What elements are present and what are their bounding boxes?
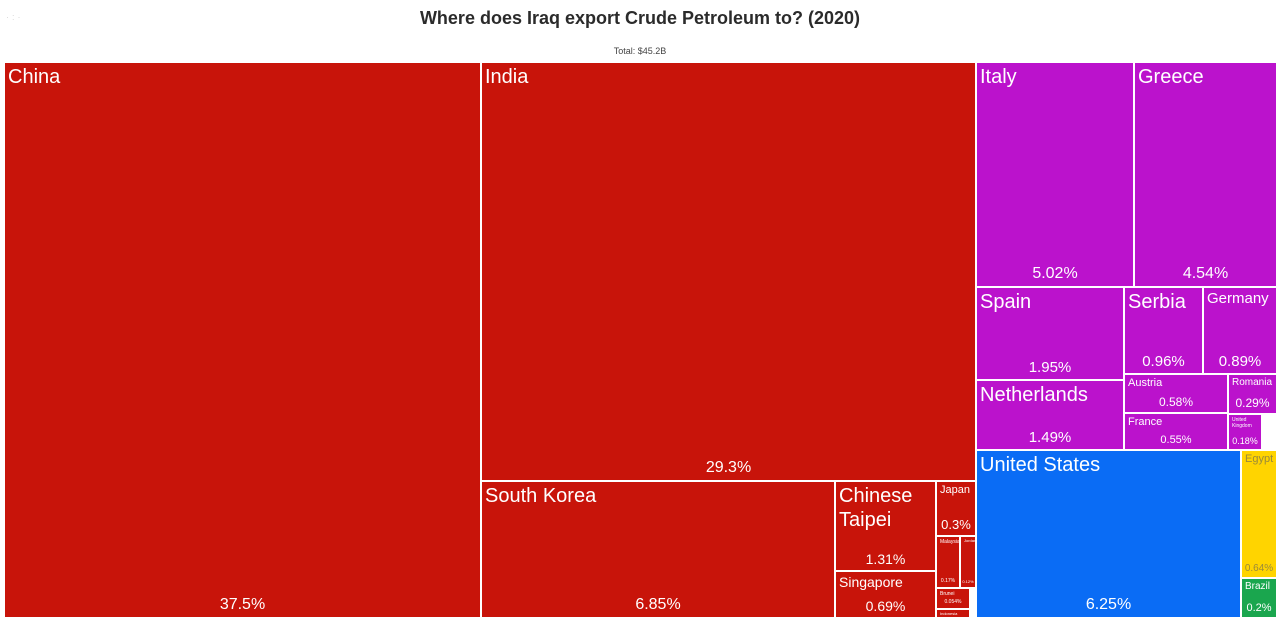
tile-greece[interactable]: Greece 4.54%	[1134, 62, 1277, 287]
tile-spain[interactable]: Spain 1.95%	[976, 287, 1124, 380]
chart-total: Total: $45.2B	[613, 46, 667, 56]
tile-romania[interactable]: Romania 0.29%	[1228, 374, 1277, 414]
tile-egypt[interactable]: Egypt 0.64%	[1241, 450, 1277, 578]
tile-percent: 0.58%	[1158, 395, 1194, 409]
tile-percent: 0.17%	[940, 578, 956, 584]
tile-percent: 0.054%	[944, 599, 962, 605]
tile-percent: 1.95%	[1028, 359, 1072, 376]
tile-indonesia[interactable]: Indonesia	[936, 609, 970, 618]
tile-label: France	[1128, 416, 1163, 428]
tile-percent: 6.25%	[1085, 596, 1132, 613]
tile-netherlands[interactable]: Netherlands 1.49%	[976, 380, 1124, 450]
tile-label: Germany	[1207, 290, 1269, 307]
tile-percent: 37.5%	[219, 596, 266, 613]
tile-label: Chinese Taipei	[839, 485, 913, 531]
tile-label: Spain	[980, 291, 1032, 313]
tile-united-states[interactable]: United States 6.25%	[976, 450, 1241, 618]
tile-brazil[interactable]: Brazil 0.2%	[1241, 578, 1277, 618]
tile-label: Serbia	[1128, 291, 1186, 313]
tile-label: Brazil	[1245, 581, 1271, 592]
tile-percent: 1.49%	[1028, 429, 1072, 446]
tile-percent: 0.2%	[1246, 602, 1272, 614]
chart-title: Where does Iraq export Crude Petroleum t…	[419, 8, 861, 28]
tile-italy[interactable]: Italy 5.02%	[976, 62, 1134, 287]
tile-percent: 6.85%	[635, 596, 681, 613]
tile-serbia[interactable]: Serbia 0.96%	[1124, 287, 1203, 374]
tile-percent: 0.18%	[1232, 436, 1258, 446]
tile-china[interactable]: China 37.5%	[4, 62, 481, 618]
tile-percent: 0.3%	[941, 517, 971, 532]
tile-label: Japan	[940, 484, 970, 496]
tile-chinese-taipei[interactable]: Chinese Taipei 1.31%	[835, 481, 936, 571]
tile-label: South Korea	[485, 485, 597, 507]
tile-percent: 1.31%	[865, 551, 906, 567]
tile-label: China	[8, 66, 61, 88]
tile-label: Austria	[1128, 377, 1163, 389]
tile-label: United Kingdom	[1232, 417, 1252, 429]
tile-percent: 0.12%	[962, 579, 974, 584]
tile-percent: 0.96%	[1142, 353, 1185, 370]
tile-austria[interactable]: Austria 0.58%	[1124, 374, 1228, 413]
tile-jordan[interactable]: Jordan 0.12%	[960, 536, 976, 588]
tile-label: Brunei	[940, 591, 955, 597]
tile-germany[interactable]: Germany 0.89%	[1203, 287, 1277, 374]
tile-label: India	[485, 66, 529, 88]
tile-label: Romania	[1232, 377, 1273, 388]
tile-percent: 0.55%	[1160, 434, 1192, 446]
tile-percent: 0.89%	[1218, 353, 1262, 370]
tile-percent: 0.64%	[1244, 563, 1274, 574]
tile-label: Indonesia	[940, 611, 958, 616]
tile-label: Singapore	[839, 574, 903, 590]
tile-label: Jordan	[964, 538, 976, 543]
tile-india[interactable]: India 29.3%	[481, 62, 976, 481]
tile-percent: 29.3%	[705, 459, 752, 476]
tile-label: Italy	[980, 66, 1017, 88]
tile-south-korea[interactable]: South Korea 6.85%	[481, 481, 835, 618]
tile-label: United States	[980, 454, 1101, 476]
tile-percent: 0.69%	[865, 598, 906, 614]
tile-label: Egypt	[1245, 453, 1274, 465]
tile-brunei[interactable]: Brunei 0.054%	[936, 588, 970, 609]
tile-france[interactable]: France 0.55%	[1124, 413, 1228, 450]
tile-label: Greece	[1138, 66, 1204, 88]
tile-percent: 0.29%	[1235, 396, 1270, 410]
tile-singapore[interactable]: Singapore 0.69%	[835, 571, 936, 618]
tile-japan[interactable]: Japan 0.3%	[936, 481, 976, 536]
tile-label: Netherlands	[980, 384, 1088, 406]
tile-percent: 5.02%	[1032, 265, 1078, 282]
logo-mark: ·:·	[6, 12, 24, 22]
tile-label: Malaysia	[940, 539, 960, 545]
tile-malaysia[interactable]: Malaysia 0.17%	[936, 536, 960, 588]
tile-percent: 4.54%	[1182, 265, 1229, 282]
tile-united-kingdom[interactable]: United Kingdom 0.18%	[1228, 414, 1262, 450]
